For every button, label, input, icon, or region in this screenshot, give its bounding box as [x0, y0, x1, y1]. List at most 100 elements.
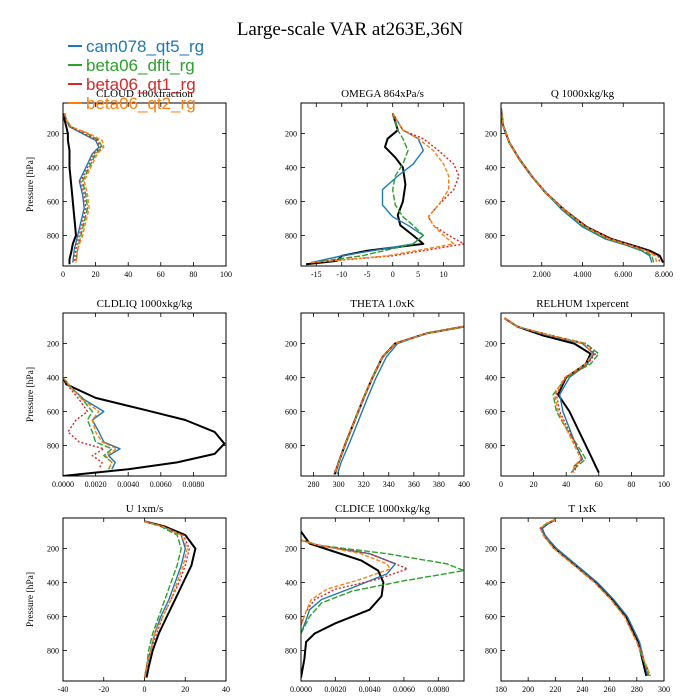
- series-line-3: [63, 113, 102, 263]
- plot-frame: [62, 102, 227, 267]
- series-line-4: [501, 108, 658, 263]
- plot-frame: [300, 517, 465, 682]
- y-tick-label: 600: [485, 197, 497, 206]
- series-line-3: [63, 377, 105, 470]
- x-tick-label: 0.0080: [182, 480, 204, 489]
- panel-0: CLOUD 100xfraction 0 20 40 60 80 100 200 400 600 8…: [26, 88, 232, 279]
- legend-entry: beta06_qt1_rg: [86, 75, 196, 94]
- series-line-2: [143, 520, 182, 678]
- y-axis-label: Pressure [hPa]: [26, 367, 36, 422]
- x-tick-label: 2.000: [533, 270, 551, 279]
- x-tick-label: 40: [562, 480, 570, 489]
- y-tick-label: 400: [47, 164, 59, 173]
- series-line-2: [63, 113, 103, 263]
- series-line-3: [301, 539, 409, 626]
- panel-title: CLDLIQ 1000xkg/kg: [97, 298, 193, 310]
- legend-entry: beta06_qt2_rg: [86, 94, 196, 113]
- x-tick-label: 20: [530, 480, 538, 489]
- x-tick-label: 300: [333, 480, 345, 489]
- y-tick-label: 200: [47, 545, 59, 554]
- x-tick-label: -5: [364, 270, 371, 279]
- y-tick-label: 600: [485, 407, 497, 416]
- y-tick-label: 800: [485, 231, 497, 240]
- series-line-0: [63, 113, 77, 265]
- y-tick-label: 800: [485, 646, 497, 655]
- y-tick-label: 600: [485, 612, 497, 621]
- series-line-4: [503, 317, 593, 473]
- x-tick-label: 300: [658, 685, 670, 694]
- y-tick-label: 600: [47, 407, 59, 416]
- x-tick-label: -15: [311, 270, 322, 279]
- y-tick-label: 800: [47, 646, 59, 655]
- series-group: [501, 107, 664, 264]
- series-line-4: [334, 325, 464, 475]
- x-tick-label: 0.0060: [393, 685, 415, 694]
- y-tick-label: 400: [47, 374, 59, 383]
- x-tick-label: 260: [604, 685, 616, 694]
- y-tick-label: 200: [285, 130, 297, 139]
- x-tick-label: 380: [433, 480, 445, 489]
- x-tick-label: 320: [358, 480, 370, 489]
- series-line-2: [301, 539, 464, 634]
- series-line-4: [539, 519, 652, 677]
- series-line-0: [63, 377, 226, 476]
- plot-frame: [500, 102, 665, 267]
- x-tick-label: 100: [220, 270, 232, 279]
- series-line-3: [501, 108, 661, 263]
- x-tick-label: 280: [631, 685, 643, 694]
- x-tick-label: 0.0040: [117, 480, 139, 489]
- figure-title: Large-scale VAR at263E,36N: [237, 19, 464, 40]
- panel-title: T 1xK: [568, 503, 596, 515]
- y-tick-label: 600: [47, 612, 59, 621]
- panel-title: OMEGA 864xPa/s: [341, 88, 424, 100]
- panel-title: U 1xm/s: [126, 503, 164, 515]
- x-tick-label: 0: [499, 480, 503, 489]
- series-group: [143, 520, 197, 678]
- y-tick-label: 800: [285, 231, 297, 240]
- series-line-2: [311, 113, 424, 264]
- series-line-1: [311, 112, 424, 264]
- x-tick-label: 0: [61, 270, 65, 279]
- panel-title: CLDICE 1000xkg/kg: [335, 503, 431, 515]
- series-line-2: [334, 325, 464, 475]
- x-tick-label: 0.0000: [290, 685, 312, 694]
- legend: cam078_qt5_rgbeta06_dflt_rgbeta06_qt1_rg…: [68, 37, 204, 113]
- y-tick-label: 800: [47, 441, 59, 450]
- panel-3: CLDLIQ 1000xkg/kg 0.0000 0.0020 0.0040 0.006…: [26, 298, 227, 489]
- plot-frame: [300, 102, 465, 267]
- x-tick-label: 40: [124, 270, 132, 279]
- series-group: [63, 113, 105, 265]
- x-tick-label: 240: [577, 685, 589, 694]
- x-tick-label: 100: [658, 480, 670, 489]
- y-tick-label: 800: [285, 646, 297, 655]
- y-tick-label: 400: [47, 579, 59, 588]
- x-tick-label: -40: [58, 685, 69, 694]
- series-line-1: [143, 520, 187, 678]
- y-tick-label: 400: [285, 164, 297, 173]
- panel-6: U 1xm/s -40 -20 0 20 40 200 400 600 800 Pressure […: [26, 503, 230, 694]
- series-line-0: [301, 531, 385, 678]
- x-tick-label: 0.0080: [427, 685, 449, 694]
- x-tick-label: 80: [189, 270, 197, 279]
- plot-frame: [62, 312, 227, 477]
- x-tick-label: -20: [98, 685, 109, 694]
- panel-title: Q 1000xkg/kg: [551, 88, 615, 100]
- series-group: [332, 325, 464, 475]
- panel-7: CLDICE 1000xkg/kg 0.0000 0.0020 0.0040 0.006…: [285, 503, 465, 694]
- y-tick-label: 800: [47, 231, 59, 240]
- x-tick-label: 8.000: [655, 270, 673, 279]
- panel-2: Q 1000xkg/kg 2.000 4.000 6.000 8.000 200 400 60…: [485, 88, 673, 279]
- x-tick-label: 0: [143, 685, 147, 694]
- panel-5: RELHUM 1xpercent 0 20 40 60 80 100 200 400 600 800: [485, 298, 670, 489]
- series-line-2: [63, 377, 113, 470]
- x-tick-label: 6.000: [614, 270, 632, 279]
- y-tick-label: 200: [485, 130, 497, 139]
- series-group: [63, 377, 226, 476]
- series-line-4: [63, 377, 118, 470]
- series-line-3: [503, 317, 597, 473]
- x-tick-label: 80: [627, 480, 635, 489]
- series-line-1: [301, 539, 397, 634]
- y-tick-label: 400: [485, 164, 497, 173]
